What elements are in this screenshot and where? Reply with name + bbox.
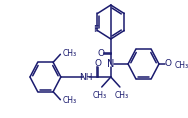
Text: CH₃: CH₃	[62, 96, 76, 105]
Text: CH₃: CH₃	[62, 49, 76, 58]
Text: NH: NH	[80, 72, 93, 82]
Text: N: N	[107, 59, 114, 69]
Text: O: O	[164, 59, 171, 69]
Text: CH₃: CH₃	[115, 91, 129, 100]
Text: O: O	[95, 59, 102, 67]
Text: F: F	[93, 25, 98, 34]
Text: CH₃: CH₃	[174, 61, 188, 70]
Text: O: O	[97, 49, 104, 59]
Text: CH₃: CH₃	[93, 91, 107, 100]
